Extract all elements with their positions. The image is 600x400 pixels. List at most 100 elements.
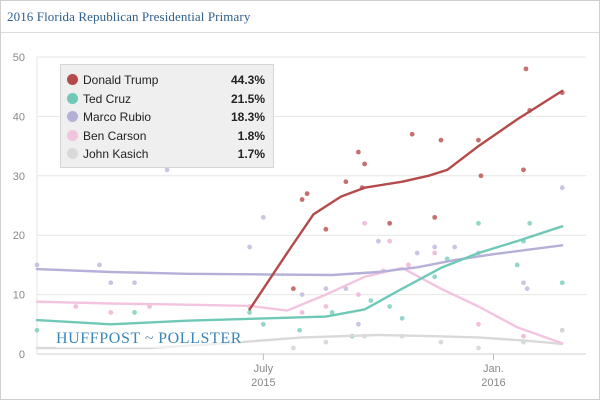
trend-line-marco-rubio	[35, 244, 564, 277]
poll-dot-ben-carson	[323, 304, 329, 309]
poll-dot-donald-trump	[521, 167, 526, 173]
poll-dot-ted-cruz	[514, 262, 520, 268]
poll-dot-ted-cruz	[476, 220, 481, 226]
trend-line-donald-trump	[248, 89, 564, 311]
x-tick-sublabel: 2016	[481, 377, 505, 389]
poll-dot-john-kasich	[290, 345, 296, 351]
poll-dot-ted-cruz	[297, 327, 303, 333]
poll-dot-john-kasich	[559, 327, 565, 333]
poll-dot-ted-cruz	[432, 274, 438, 280]
legend-name: Donald Trump	[83, 73, 159, 87]
poll-dot-marco-rubio	[34, 262, 40, 268]
poll-dot-donald-trump	[432, 214, 438, 220]
legend-item-marco-rubio[interactable]: Marco Rubio 18.3%	[67, 108, 267, 126]
poll-dot-marco-rubio	[132, 280, 137, 286]
brand-left: HUFFPOST	[56, 330, 141, 347]
legend-name: Marco Rubio	[83, 110, 152, 124]
legend-value: 1.8%	[237, 128, 265, 143]
legend-swatch	[67, 148, 78, 159]
poll-dot-marco-rubio	[343, 286, 349, 292]
poll-dot-ted-cruz	[34, 327, 40, 333]
poll-dot-donald-trump	[523, 66, 529, 72]
legend-name: Ben Carson	[83, 128, 147, 143]
y-axis: 0 10 20 30 40 50	[13, 52, 25, 361]
poll-dot-marco-rubio	[108, 280, 114, 286]
poll-dot-marco-rubio	[247, 244, 252, 250]
poll-dot-donald-trump	[387, 220, 393, 226]
poll-dot-marco-rubio	[432, 244, 438, 250]
poll-dot-ben-carson	[521, 333, 526, 339]
poll-dot-ted-cruz	[132, 310, 137, 315]
poll-dot-marco-rubio	[323, 286, 329, 292]
poll-dot-ben-carson	[432, 250, 438, 256]
poll-dot-marco-rubio	[97, 262, 102, 268]
huffpost-pollster-logo: HUFFPOST ~ POLLSTER	[56, 330, 243, 348]
poll-dot-marco-rubio	[355, 321, 361, 327]
y-tick-label: 10	[13, 290, 25, 302]
poll-dot-marco-rubio	[452, 244, 458, 250]
poll-dot-marco-rubio	[559, 185, 565, 191]
poll-dot-donald-trump	[355, 149, 361, 155]
poll-dot-marco-rubio	[376, 238, 381, 244]
brand-separator: ~	[144, 330, 155, 347]
poll-dot-marco-rubio	[164, 167, 170, 173]
legend: Donald Trump 44.3% Ted Cruz 21.5% Marco Rubi…	[60, 64, 274, 168]
legend-item-ted-cruz[interactable]: Ted Cruz 21.5%	[67, 90, 267, 108]
legend-name: John Kasich	[83, 147, 149, 161]
legend-swatch	[67, 111, 78, 122]
poll-dot-marco-rubio	[414, 250, 420, 256]
poll-dot-ben-carson	[108, 310, 114, 315]
legend-item-john-kasich[interactable]: John Kasich 1.7%	[67, 145, 267, 163]
poll-dots	[34, 66, 565, 351]
trend-line-ted-cruz	[35, 225, 564, 326]
legend-value: 1.7%	[237, 147, 265, 161]
poll-dot-donald-trump	[290, 286, 296, 292]
x-tick-sublabel: 2015	[251, 377, 275, 389]
poll-dot-donald-trump	[299, 197, 305, 202]
x-tick-label: Jan.	[483, 363, 504, 375]
poll-dot-donald-trump	[304, 191, 310, 197]
legend-value: 44.3%	[230, 73, 265, 87]
legend-name: Ted Cruz	[83, 91, 132, 106]
poll-dot-marco-rubio	[524, 286, 530, 292]
legend-swatch	[67, 129, 78, 141]
poll-dot-ted-cruz	[247, 310, 252, 315]
poll-dot-ted-cruz	[329, 310, 335, 315]
trend-lines	[35, 89, 564, 350]
legend-item-ben-carson[interactable]: Ben Carson 1.8%	[67, 127, 267, 145]
poll-dot-donald-trump	[478, 173, 484, 179]
grid-lines	[36, 56, 586, 355]
legend-value: 21.5%	[230, 91, 265, 106]
legend-item-donald-trump[interactable]: Donald Trump 44.3%	[67, 71, 267, 89]
poll-dot-ben-carson	[355, 292, 361, 297]
legend-value: 18.3%	[230, 110, 265, 124]
legend-swatch	[67, 92, 78, 104]
poll-dot-ted-cruz	[260, 321, 266, 327]
poll-dot-marco-rubio	[260, 214, 266, 220]
poll-dot-donald-trump	[438, 137, 444, 143]
poll-dot-ted-cruz	[387, 304, 393, 309]
poll-dot-ted-cruz	[527, 220, 533, 226]
trend-line-ben-carson	[35, 266, 564, 345]
poll-dot-ben-carson	[387, 238, 393, 244]
y-tick-label: 50	[13, 52, 25, 64]
poll-dot-john-kasich	[476, 345, 481, 351]
poll-dot-ted-cruz	[559, 280, 565, 286]
y-tick-label: 30	[13, 171, 25, 183]
poll-dot-donald-trump	[409, 131, 415, 137]
poll-dot-john-kasich	[438, 339, 444, 345]
poll-dot-ben-carson	[362, 220, 368, 226]
y-tick-label: 20	[13, 230, 25, 242]
title-divider	[1, 32, 599, 33]
y-tick-label: 0	[19, 349, 25, 361]
poll-dot-donald-trump	[343, 179, 349, 185]
poll-dot-marco-rubio	[521, 280, 526, 286]
poll-dot-donald-trump	[362, 161, 368, 167]
chart-title: 2016 Florida Republican Presidential Pri…	[7, 9, 251, 24]
poll-dot-ted-cruz	[399, 315, 405, 321]
poll-dot-donald-trump	[476, 137, 481, 143]
poll-dot-ben-carson	[406, 262, 411, 268]
poll-dot-ben-carson	[73, 304, 79, 309]
x-tick-label: July	[254, 363, 274, 375]
